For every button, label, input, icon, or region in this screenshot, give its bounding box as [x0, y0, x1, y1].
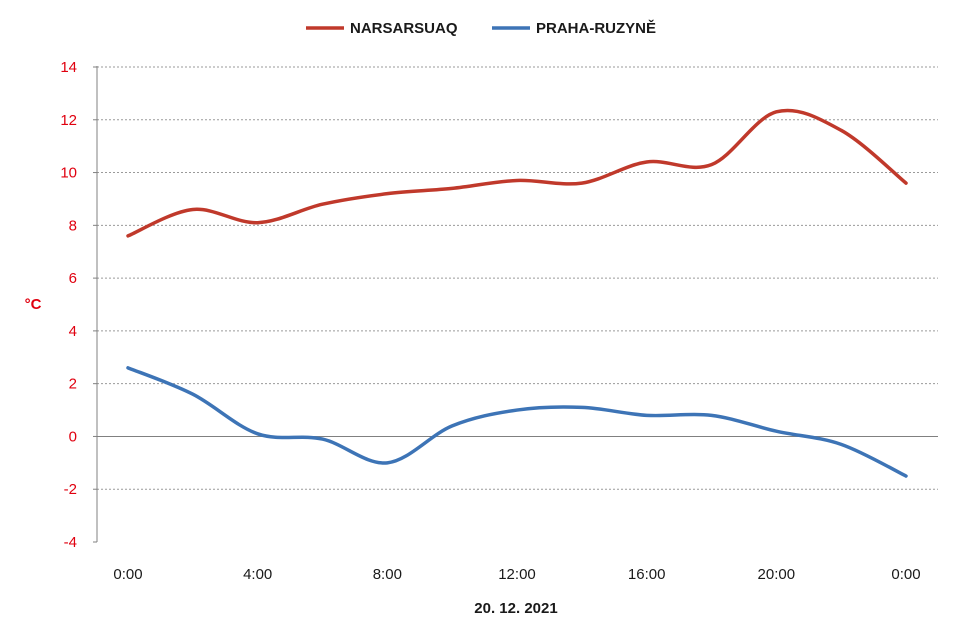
x-axis-label: 20. 12. 2021: [474, 600, 557, 617]
series-line-narsarsuaq: [126, 108, 908, 238]
y-tick-label: 8: [69, 217, 77, 234]
y-tick-label: -4: [64, 534, 77, 551]
legend-label: NARSARSUAQ: [350, 20, 458, 37]
axes: [93, 66, 98, 543]
series-line-praha-ruzyne: [126, 366, 908, 478]
y-tick-label: -2: [64, 481, 77, 498]
y-tick-label: 10: [60, 165, 77, 182]
x-tick-label: 0:00: [113, 566, 142, 583]
gridlines: [97, 66, 938, 490]
y-tick-label: 4: [69, 323, 77, 340]
y-tick-label: 6: [69, 270, 77, 287]
y-tick-label: 12: [60, 112, 77, 129]
x-tick-labels: 0:00 4:00 8:00 12:00 16:00 20:00 0:00: [113, 566, 920, 583]
y-axis-label: °C: [25, 296, 42, 313]
y-tick-label: 2: [69, 376, 77, 393]
x-tick-label: 0:00: [891, 566, 920, 583]
x-tick-label: 12:00: [498, 566, 536, 583]
y-tick-labels: -4 -2 0 2 4 6 8 10 12 14: [60, 59, 77, 551]
x-tick-label: 8:00: [373, 566, 402, 583]
y-tick-label: 0: [69, 428, 77, 445]
x-tick-label: 16:00: [628, 566, 666, 583]
y-tick-label: 14: [60, 59, 77, 76]
legend-label: PRAHA-RUZYNĚ: [536, 19, 656, 37]
x-tick-label: 4:00: [243, 566, 272, 583]
legend: NARSARSUAQ PRAHA-RUZYNĚ: [306, 19, 656, 37]
series-lines: [126, 108, 908, 478]
x-tick-label: 20:00: [758, 566, 796, 583]
